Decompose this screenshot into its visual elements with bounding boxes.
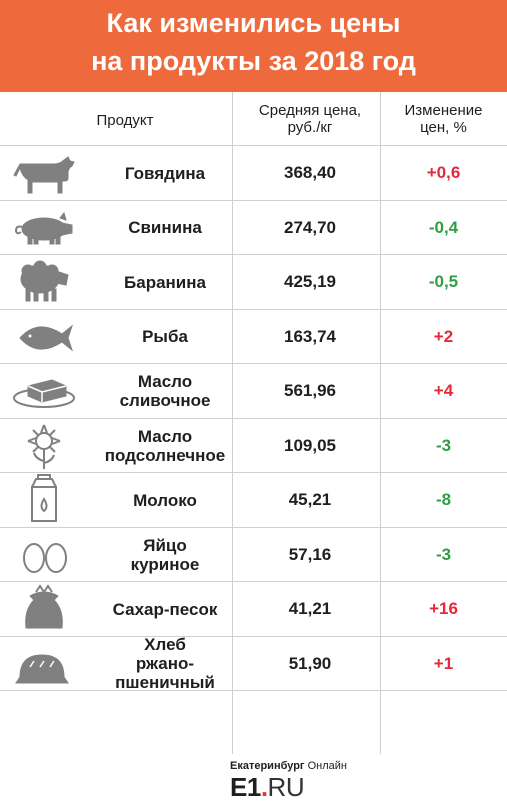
product-price: 368,40 [284, 163, 336, 182]
fish-icon [6, 310, 84, 364]
product-price: 163,74 [284, 326, 336, 346]
bread-icon [6, 637, 84, 691]
price-change: +16 [429, 599, 458, 618]
product-price: 561,96 [284, 381, 336, 400]
table-row: Хлеб ржано- пшеничный 51,90 +1 [0, 635, 507, 692]
product-price: 425,19 [284, 272, 336, 291]
price-change: +2 [433, 326, 454, 346]
row-divider [0, 308, 507, 310]
product-name: Молоко [133, 490, 197, 510]
sheep-icon [6, 255, 84, 309]
butter-icon [6, 364, 84, 418]
logo-e1: E1 [230, 772, 261, 802]
price-change: -3 [435, 544, 452, 564]
table-row: Рыба 163,74 +2 [0, 310, 507, 364]
price-change: +0,6 [426, 163, 461, 182]
table-row: Молоко 45,21 -8 [0, 473, 507, 527]
price-change: -8 [435, 490, 452, 509]
product-name: Масло подсолнечное [104, 426, 226, 465]
milk-carton-icon [6, 473, 84, 527]
product-name: Рыба [142, 327, 188, 346]
eggs-icon [6, 528, 84, 582]
product-price: 45,21 [288, 490, 332, 509]
row-divider [0, 581, 507, 582]
table-row: Масло сливочное 561,96 +4 [0, 364, 507, 418]
row-divider [0, 472, 507, 473]
column-divider [380, 92, 381, 754]
table-row: Сахар-песок 41,21 +16 [0, 582, 507, 636]
price-change: +1 [433, 653, 454, 673]
sunflower-icon [6, 419, 84, 473]
table-row: Говядина 368,40 +0,6 [0, 146, 507, 200]
table-row: Масло подсолнечное 109,05 -3 [0, 419, 507, 473]
product-name: Масло сливочное [119, 372, 211, 410]
row-divider [0, 417, 507, 419]
product-name: Баранина [124, 272, 206, 292]
price-change: -0,5 [428, 272, 459, 291]
logo-city: Екатеринбург [230, 760, 305, 772]
pig-icon [6, 201, 84, 255]
price-change: -0,4 [428, 217, 459, 237]
logo-dot: . [260, 772, 268, 802]
row-divider [0, 145, 507, 146]
column-header-price: Средняя цена, руб./кг [258, 102, 362, 136]
product-price: 51,90 [288, 653, 332, 673]
row-divider [0, 199, 507, 201]
price-change: +4 [433, 381, 454, 400]
row-divider [0, 526, 507, 528]
product-price: 57,16 [288, 544, 332, 564]
product-name: Яйцо куриное [130, 535, 200, 574]
logo-caption: Екатеринбург Онлайн [230, 760, 347, 772]
title-banner: Как изменились цены на продукты за 2018 … [0, 0, 507, 92]
table-row: Яйцо куриное 57,16 -3 [0, 528, 507, 582]
product-name: Говядина [124, 163, 206, 183]
e1-logo: Екатеринбург Онлайн E1.RU [230, 756, 410, 803]
title-line-2: на продукты за 2018 год [91, 46, 416, 76]
product-price: 109,05 [284, 435, 336, 455]
table-row: Свинина 274,70 -0,4 [0, 201, 507, 255]
price-change: -3 [435, 435, 452, 455]
logo-ru: RU [267, 772, 305, 802]
row-divider [0, 363, 507, 364]
table-row: Баранина 425,19 -0,5 [0, 255, 507, 309]
sugar-sack-icon [6, 582, 84, 636]
column-header-product: Продукт [96, 112, 154, 129]
product-name: Сахар-песок [112, 599, 218, 619]
product-name: Хлеб ржано- пшеничный [115, 635, 215, 692]
product-name: Свинина [128, 218, 202, 237]
row-divider [0, 690, 507, 691]
title-line-1: Как изменились цены [106, 8, 401, 38]
column-divider [232, 92, 233, 754]
logo-wordmark: E1.RU [230, 772, 305, 803]
logo-online: Онлайн [307, 760, 347, 772]
cow-icon [6, 146, 84, 200]
product-price: 274,70 [284, 217, 336, 237]
row-divider [0, 635, 507, 637]
column-header-change: Изменение цен, % [404, 102, 483, 136]
row-divider [0, 254, 507, 255]
product-price: 41,21 [288, 599, 332, 618]
